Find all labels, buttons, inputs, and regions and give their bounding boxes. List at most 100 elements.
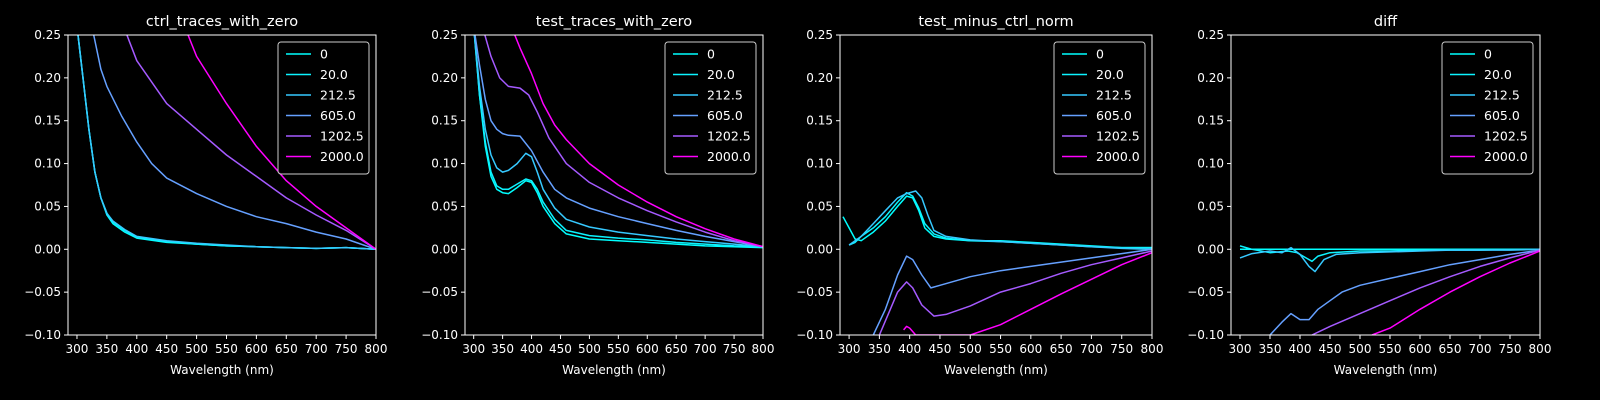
chart-2-ytick-label: −0.05	[421, 285, 458, 299]
chart-2: 300 350 400 450 500 550 600 650 700 750 800 −0.10 −0…	[421, 14, 774, 377]
chart-3-series-line-5	[903, 252, 1152, 335]
chart-2-xtick-label: 550	[607, 342, 630, 356]
chart-3-xtick-label: 750	[1110, 342, 1133, 356]
chart-1-series-line-5	[187, 35, 376, 250]
chart-1-ytick-label: 0.00	[34, 242, 61, 256]
chart-4-xtick-label: 600	[1409, 342, 1432, 356]
chart-3-ytick-label: 0.15	[806, 114, 833, 128]
chart-2-legend-label-2: 212.5	[707, 88, 743, 103]
chart-2-ytick-label: 0.20	[431, 71, 458, 85]
chart-2-legend-label-1: 20.0	[707, 67, 735, 82]
chart-4-xtick-label: 450	[1319, 342, 1342, 356]
chart-4-xtick-label: 700	[1469, 342, 1492, 356]
chart-1-series-line-3	[92, 35, 376, 251]
chart-3-xtick-label: 550	[989, 342, 1012, 356]
chart-3-xtick-label: 700	[1080, 342, 1103, 356]
chart-1-legend-label-1: 20.0	[320, 67, 348, 82]
chart-1-ytick-label: −0.05	[24, 285, 61, 299]
chart-2-xtick-label: 350	[491, 342, 514, 356]
chart-3-legend-label-5: 2000.0	[1096, 149, 1140, 164]
chart-4-legend-label-5: 2000.0	[1484, 149, 1528, 164]
chart-3-series-line-2	[848, 190, 1152, 251]
chart-1-xtick-label: 650	[275, 342, 298, 356]
chart-2-ytick-label: 0.00	[431, 242, 458, 256]
chart-4-ytick-label: 0.25	[1197, 28, 1224, 42]
chart-4-legend-label-0: 0	[1484, 47, 1492, 62]
chart-3-ytick-label: 0.20	[806, 71, 833, 85]
chart-1-legend-label-3: 605.0	[320, 108, 356, 123]
chart-1-series-line-2	[77, 35, 376, 251]
chart-3-xtick-label: 350	[868, 342, 891, 356]
chart-1-xtick-label: 500	[185, 342, 208, 356]
chart-2-legend-label-4: 1202.5	[707, 129, 751, 144]
chart-2-series-line-1	[473, 35, 763, 248]
chart-3-ytick-label: −0.05	[796, 285, 833, 299]
chart-1-xtick-label: 600	[245, 342, 268, 356]
chart-3-legend-label-0: 0	[1096, 47, 1104, 62]
chart-3-ytick-label: 0.05	[806, 199, 833, 213]
chart-2-ytick-label: 0.10	[431, 157, 458, 171]
chart-4-ytick-label: 0.15	[1197, 114, 1224, 128]
chart-3-legend-label-3: 605.0	[1096, 108, 1132, 123]
chart-4-legend-label-1: 20.0	[1484, 67, 1512, 82]
chart-3: 300 350 400 450 500 550 600 650 700 750 800 −0.10 −0…	[796, 14, 1163, 377]
chart-2-xtick-label: 450	[549, 342, 572, 356]
chart-3-xtick-label: 500	[959, 342, 982, 356]
chart-2-title: test_traces_with_zero	[536, 14, 693, 30]
chart-2-xtick-label: 500	[578, 342, 601, 356]
chart-4-title: diff	[1374, 14, 1398, 30]
chart-4-xtick-label: 350	[1259, 342, 1282, 356]
chart-4-xtick-label: 650	[1439, 342, 1462, 356]
chart-1-ytick-label: 0.25	[34, 28, 61, 42]
chart-3-xlabel: Wavelength (nm)	[944, 363, 1048, 377]
chart-2-series-line-5	[513, 35, 763, 248]
chart-1-legend-label-2: 212.5	[320, 88, 356, 103]
chart-2-xlabel: Wavelength (nm)	[562, 363, 666, 377]
chart-1-xtick-label: 750	[335, 342, 358, 356]
chart-4-series-line-2	[1239, 246, 1540, 273]
chart-2-legend-label-5: 2000.0	[707, 149, 751, 164]
chart-4-ytick-label: 0.05	[1197, 199, 1224, 213]
chart-1-xtick-label: 800	[365, 342, 388, 356]
chart-1-xlabel: Wavelength (nm)	[170, 363, 274, 377]
chart-3-frame	[839, 34, 1153, 336]
chart-1-series-group	[77, 35, 376, 251]
chart-1-frame	[67, 34, 377, 336]
chart-3-series-group	[842, 190, 1152, 335]
chart-4-legend-label-4: 1202.5	[1484, 129, 1528, 144]
chart-3-xtick-label: 300	[838, 342, 861, 356]
chart-3-xtick-label: 650	[1050, 342, 1073, 356]
chart-4-xtick-label: 400	[1289, 342, 1312, 356]
chart-1-ytick-label: 0.20	[34, 71, 61, 85]
chart-2-xtick-label: 600	[636, 342, 659, 356]
chart-1-xtick-label: 300	[66, 342, 89, 356]
chart-3-legend: 0 20.0 212.5 605.0 1202.5 2000.0	[1053, 41, 1146, 175]
chart-4-series-line-5	[1371, 250, 1540, 335]
chart-3-series-line-0	[842, 195, 1152, 249]
chart-1-legend-label-4: 1202.5	[320, 129, 364, 144]
chart-3-series-line-3	[872, 248, 1152, 335]
chart-4-legend: 0 20.0 212.5 605.0 1202.5 2000.0	[1441, 41, 1534, 175]
chart-1-xtick-label: 550	[215, 342, 238, 356]
chart-2-frame	[464, 34, 764, 336]
chart-2-legend-label-3: 605.0	[707, 108, 743, 123]
chart-4-xtick-label: 800	[1529, 342, 1552, 356]
chart-4-ytick-label: −0.05	[1187, 285, 1224, 299]
chart-1-xtick-label: 700	[305, 342, 328, 356]
chart-1-series-line-4	[126, 35, 376, 250]
chart-4-series-group	[1239, 245, 1540, 335]
chart-1-legend-label-5: 2000.0	[320, 149, 364, 164]
chart-1-ytick-label: 0.10	[34, 157, 61, 171]
chart-4-xtick-label: 750	[1499, 342, 1522, 356]
chart-3-series-line-4	[878, 250, 1152, 335]
chart-1-legend-label-0: 0	[320, 47, 328, 62]
chart-4-xtick-label: 300	[1229, 342, 1252, 356]
chart-4-xtick-label: 550	[1379, 342, 1402, 356]
chart-3-ytick-label: −0.10	[796, 328, 833, 342]
chart-4-xtick-label: 500	[1349, 342, 1372, 356]
chart-2-xtick-label: 700	[694, 342, 717, 356]
chart-2-ytick-label: 0.05	[431, 199, 458, 213]
chart-4-ytick-label: 0.20	[1197, 71, 1224, 85]
